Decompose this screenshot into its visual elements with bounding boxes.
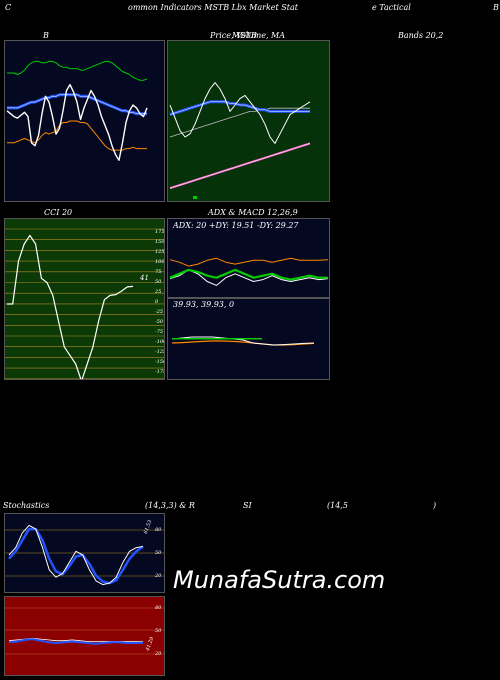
- stoch-d-line: [8, 527, 144, 585]
- adx-minus-dy: [169, 257, 329, 267]
- tick-label: 50: [155, 550, 162, 556]
- bollinger-panel: [4, 40, 165, 202]
- rsi-panel: 80 50 20 41.29: [4, 596, 165, 676]
- cci-panel: 41 175 150 125 100 75 50 25 0 -25 -50 -75 -100 -125 -…: [4, 218, 165, 380]
- stoch-panel: 80 50 20 61.53: [4, 513, 165, 593]
- cci-background: [5, 219, 164, 379]
- price-title: Price, Volume, MA: [210, 31, 286, 40]
- adx-chart: [168, 219, 329, 297]
- bollinger-middle-highlight: [7, 94, 147, 114]
- price-overlay: MSTB: [232, 31, 257, 40]
- stoch-title-mid: (14,3,3) & R: [145, 501, 195, 510]
- stoch-k-line: [8, 524, 144, 586]
- stoch-chart: [5, 514, 164, 592]
- tick-label: -50: [155, 319, 164, 325]
- tick-label: 125: [155, 249, 165, 255]
- tick-label: 80: [155, 605, 162, 611]
- macd-histogram: [172, 338, 262, 340]
- rsi-line: [8, 638, 144, 645]
- tick-label: 150: [155, 239, 165, 245]
- tick-label: 25: [155, 289, 162, 295]
- tick-label: 175: [155, 229, 165, 235]
- bollinger-title: B: [43, 31, 49, 40]
- price-ma-trend-highlight: [169, 143, 311, 189]
- price-close-line: [169, 82, 311, 144]
- tick-label: 50: [155, 628, 162, 634]
- macd-chart: [168, 299, 329, 379]
- macd-panel: 39.93, 39.93, 0: [167, 298, 330, 380]
- price-background: [168, 41, 329, 201]
- tick-label: 20: [155, 573, 162, 579]
- bollinger-lower-band: [7, 120, 147, 151]
- adx-values: ADX: 20 +DY: 19.51 -DY: 29.27: [173, 221, 299, 230]
- bollinger-chart: [5, 41, 164, 201]
- price-chart: [168, 41, 329, 201]
- tick-label: -175: [155, 369, 164, 375]
- macd-values: 39.93, 39.93, 0: [173, 300, 235, 309]
- price-ma-short-highlight: [169, 101, 310, 115]
- tick-label: 20: [155, 651, 162, 657]
- adx-line: [169, 268, 328, 281]
- macd-signal: [171, 340, 315, 346]
- macd-line: [171, 336, 315, 346]
- tick-label: 50: [155, 279, 162, 285]
- adx-title: ADX & MACD 12,26,9: [208, 208, 298, 217]
- cci-title: CCI 20: [44, 208, 73, 217]
- tick-label: -100: [155, 339, 164, 345]
- tick-label: -75: [155, 329, 164, 335]
- stoch-title-left: Stochastics: [3, 501, 50, 510]
- cci-chart: [5, 219, 164, 379]
- header-title: ommon Indicators MSTB Lbx Market Stat: [128, 3, 298, 12]
- volume-bar: [193, 196, 197, 199]
- adx-plus-dy: [169, 269, 329, 286]
- tick-label: 100: [155, 259, 165, 265]
- cci-value-label: 41: [140, 274, 149, 282]
- stoch-title-si: SI: [243, 501, 252, 510]
- stoch-title-end: ): [433, 501, 437, 510]
- tick-label: 80: [155, 527, 162, 533]
- tick-label: -125: [155, 349, 164, 355]
- tick-label: 0: [155, 299, 159, 305]
- rsi-chart: [5, 597, 164, 675]
- price-ma-long: [169, 107, 310, 138]
- header-mid: e Tactical: [372, 3, 411, 12]
- tick-label: 75: [155, 269, 162, 275]
- tick-label: -150: [155, 359, 164, 365]
- rsi-background: [5, 597, 164, 675]
- cci-line: [7, 234, 134, 379]
- bollinger-upper-band: [7, 60, 148, 81]
- tick-label: -25: [155, 309, 164, 315]
- stoch-title-params: (14,5: [327, 501, 348, 510]
- price-panel: [167, 40, 330, 202]
- adx-panel: ADX: 20 +DY: 19.51 -DY: 29.27: [167, 218, 330, 298]
- adx-background: [168, 219, 329, 297]
- watermark: MunafaSutra.com: [173, 566, 386, 594]
- bollinger-price-line: [6, 83, 148, 162]
- bollinger-background: [5, 41, 164, 201]
- header-left: C: [5, 3, 12, 12]
- bollinger-bands-label: Bands 20,2: [398, 31, 444, 40]
- header-right: B: [493, 3, 499, 12]
